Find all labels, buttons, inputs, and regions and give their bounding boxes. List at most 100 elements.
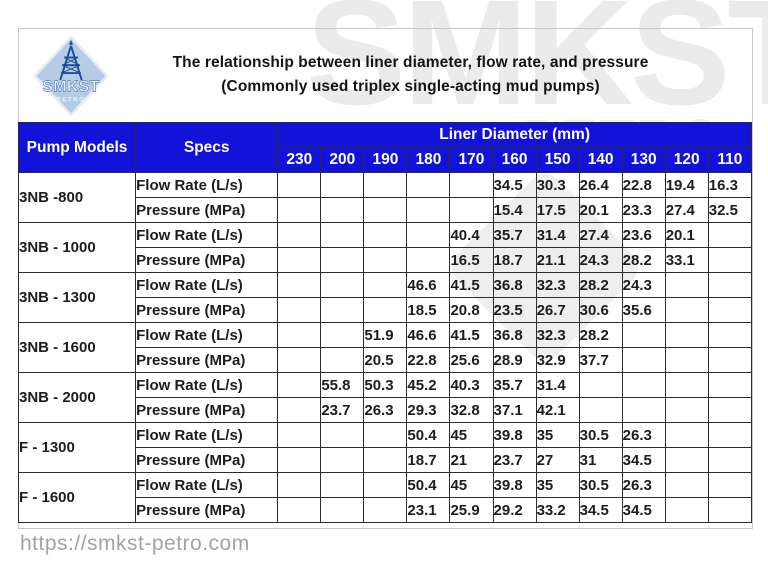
flow-value-140: 30.5 [578, 422, 623, 448]
flow-value-120: 20.1 [664, 222, 709, 248]
pressure-value-110 [707, 397, 753, 423]
pressure-value-230 [277, 397, 322, 423]
column-header-190: 190 [363, 147, 408, 173]
flow-value-160: 36.8 [492, 272, 537, 298]
pressure-value-190 [363, 297, 408, 323]
pressure-value-230 [277, 347, 322, 373]
flow-value-180 [406, 172, 451, 198]
flow-value-190 [363, 422, 408, 448]
column-header-180: 180 [406, 147, 451, 173]
watermark-brand-text: SMKST [306, 0, 768, 136]
pressure-value-180: 23.1 [406, 497, 451, 523]
pressure-value-180: 22.8 [406, 347, 451, 373]
flow-value-180: 46.6 [406, 322, 451, 348]
flow-value-160: 35.7 [492, 222, 537, 248]
pressure-value-190 [363, 447, 408, 473]
flow-value-230 [277, 272, 322, 298]
pressure-value-180: 18.7 [406, 447, 451, 473]
pressure-value-180: 29.3 [406, 397, 451, 423]
flow-rate-row: F - 1600 Flow Rate (L/s) 50.4 45 39.8 35 30.5 2… [17, 472, 753, 523]
flow-value-170: 45 [449, 472, 494, 498]
flow-value-190 [363, 222, 408, 248]
flow-value-150: 32.3 [535, 272, 580, 298]
flow-value-110 [707, 272, 753, 298]
flow-value-200 [320, 172, 365, 198]
pressure-value-120 [664, 397, 709, 423]
pump-data-table: Pump Models Specs Liner Diameter (mm) 23… [17, 122, 753, 523]
flow-value-200 [320, 322, 365, 348]
flow-value-180: 46.6 [406, 272, 451, 298]
flow-value-190 [363, 272, 408, 298]
flow-value-170: 40.3 [449, 372, 494, 398]
pressure-value-140: 20.1 [578, 197, 623, 223]
spec-label-flow: Flow Rate (L/s) [135, 472, 279, 498]
flow-value-160: 34.5 [492, 172, 537, 198]
specs-header: Specs [135, 122, 279, 173]
flow-value-190: 50.3 [363, 372, 408, 398]
flow-value-230 [277, 422, 322, 448]
site-url: https://smkst-petro.com [20, 532, 250, 555]
pressure-row: Pressure (MPa) 18.5 20.8 23.5 26.7 30.6 35.6 [19, 297, 753, 323]
flow-value-180: 50.4 [406, 472, 451, 498]
pressure-value-200 [320, 247, 365, 273]
pressure-value-150: 33.2 [535, 497, 580, 523]
flow-value-170: 45 [449, 422, 494, 448]
pressure-value-160: 29.2 [492, 497, 537, 523]
pump-model-cell: 3NB - 1300 [17, 272, 137, 323]
flow-value-150: 31.4 [535, 372, 580, 398]
flow-value-110: 16.3 [707, 172, 753, 198]
spec-label-flow: Flow Rate (L/s) [135, 372, 279, 398]
pressure-value-140 [578, 397, 623, 423]
flow-value-120: 19.4 [664, 172, 709, 198]
flow-rate-row: 3NB - 1000 Flow Rate (L/s) 40.4 35.7 31.4 27.… [17, 222, 753, 273]
pressure-value-190 [363, 197, 408, 223]
flow-value-160: 39.8 [492, 472, 537, 498]
pressure-value-200 [320, 297, 365, 323]
column-header-110: 110 [707, 147, 753, 173]
column-header-160: 160 [492, 147, 537, 173]
pressure-value-130: 34.5 [621, 447, 666, 473]
pressure-value-170: 20.8 [449, 297, 494, 323]
pressure-value-230 [277, 247, 322, 273]
spec-label-pressure: Pressure (MPa) [135, 447, 279, 473]
pump-model-cell: 3NB - 2000 [17, 372, 137, 423]
content-card: SMKST PETRO The relationship between lin… [17, 28, 753, 529]
pressure-value-200: 23.7 [320, 397, 365, 423]
pressure-value-160: 28.9 [492, 347, 537, 373]
pressure-value-120 [664, 447, 709, 473]
flow-value-120 [664, 422, 709, 448]
pressure-value-150: 21.1 [535, 247, 580, 273]
flow-value-140 [578, 372, 623, 398]
flow-rate-row: F - 1300 Flow Rate (L/s) 50.4 45 39.8 35 30.5 2… [17, 422, 753, 473]
spec-label-pressure: Pressure (MPa) [135, 397, 279, 423]
flow-value-110 [707, 222, 753, 248]
pressure-value-170: 25.6 [449, 347, 494, 373]
flow-value-130: 22.8 [621, 172, 666, 198]
pressure-value-230 [277, 197, 322, 223]
pressure-value-140: 31 [578, 447, 623, 473]
pressure-value-120: 33.1 [664, 247, 709, 273]
pressure-value-180 [406, 247, 451, 273]
flow-value-140: 26.4 [578, 172, 623, 198]
smkst-logo: SMKST PETRO [33, 35, 109, 117]
flow-value-110 [707, 372, 753, 398]
flow-value-150: 35 [535, 472, 580, 498]
logo-sub-text: PETRO [56, 96, 85, 103]
flow-value-150: 31.4 [535, 222, 580, 248]
page-title: The relationship between liner diameter,… [89, 51, 732, 99]
pump-model-cell: 3NB - 1600 [17, 322, 137, 373]
flow-value-180 [406, 222, 451, 248]
logo-brand-text: SMKST [42, 79, 99, 96]
pressure-value-170: 21 [449, 447, 494, 473]
page-title-line2: (Commonly used triplex single-acting mud… [221, 78, 600, 96]
flow-value-230 [277, 322, 322, 348]
column-header-230: 230 [277, 147, 322, 173]
flow-value-180: 45.2 [406, 372, 451, 398]
pressure-value-160: 18.7 [492, 247, 537, 273]
pressure-value-200 [320, 497, 365, 523]
flow-value-200: 55.8 [320, 372, 365, 398]
pressure-value-120: 27.4 [664, 197, 709, 223]
flow-value-230 [277, 372, 322, 398]
flow-value-140: 27.4 [578, 222, 623, 248]
flow-value-170 [449, 172, 494, 198]
